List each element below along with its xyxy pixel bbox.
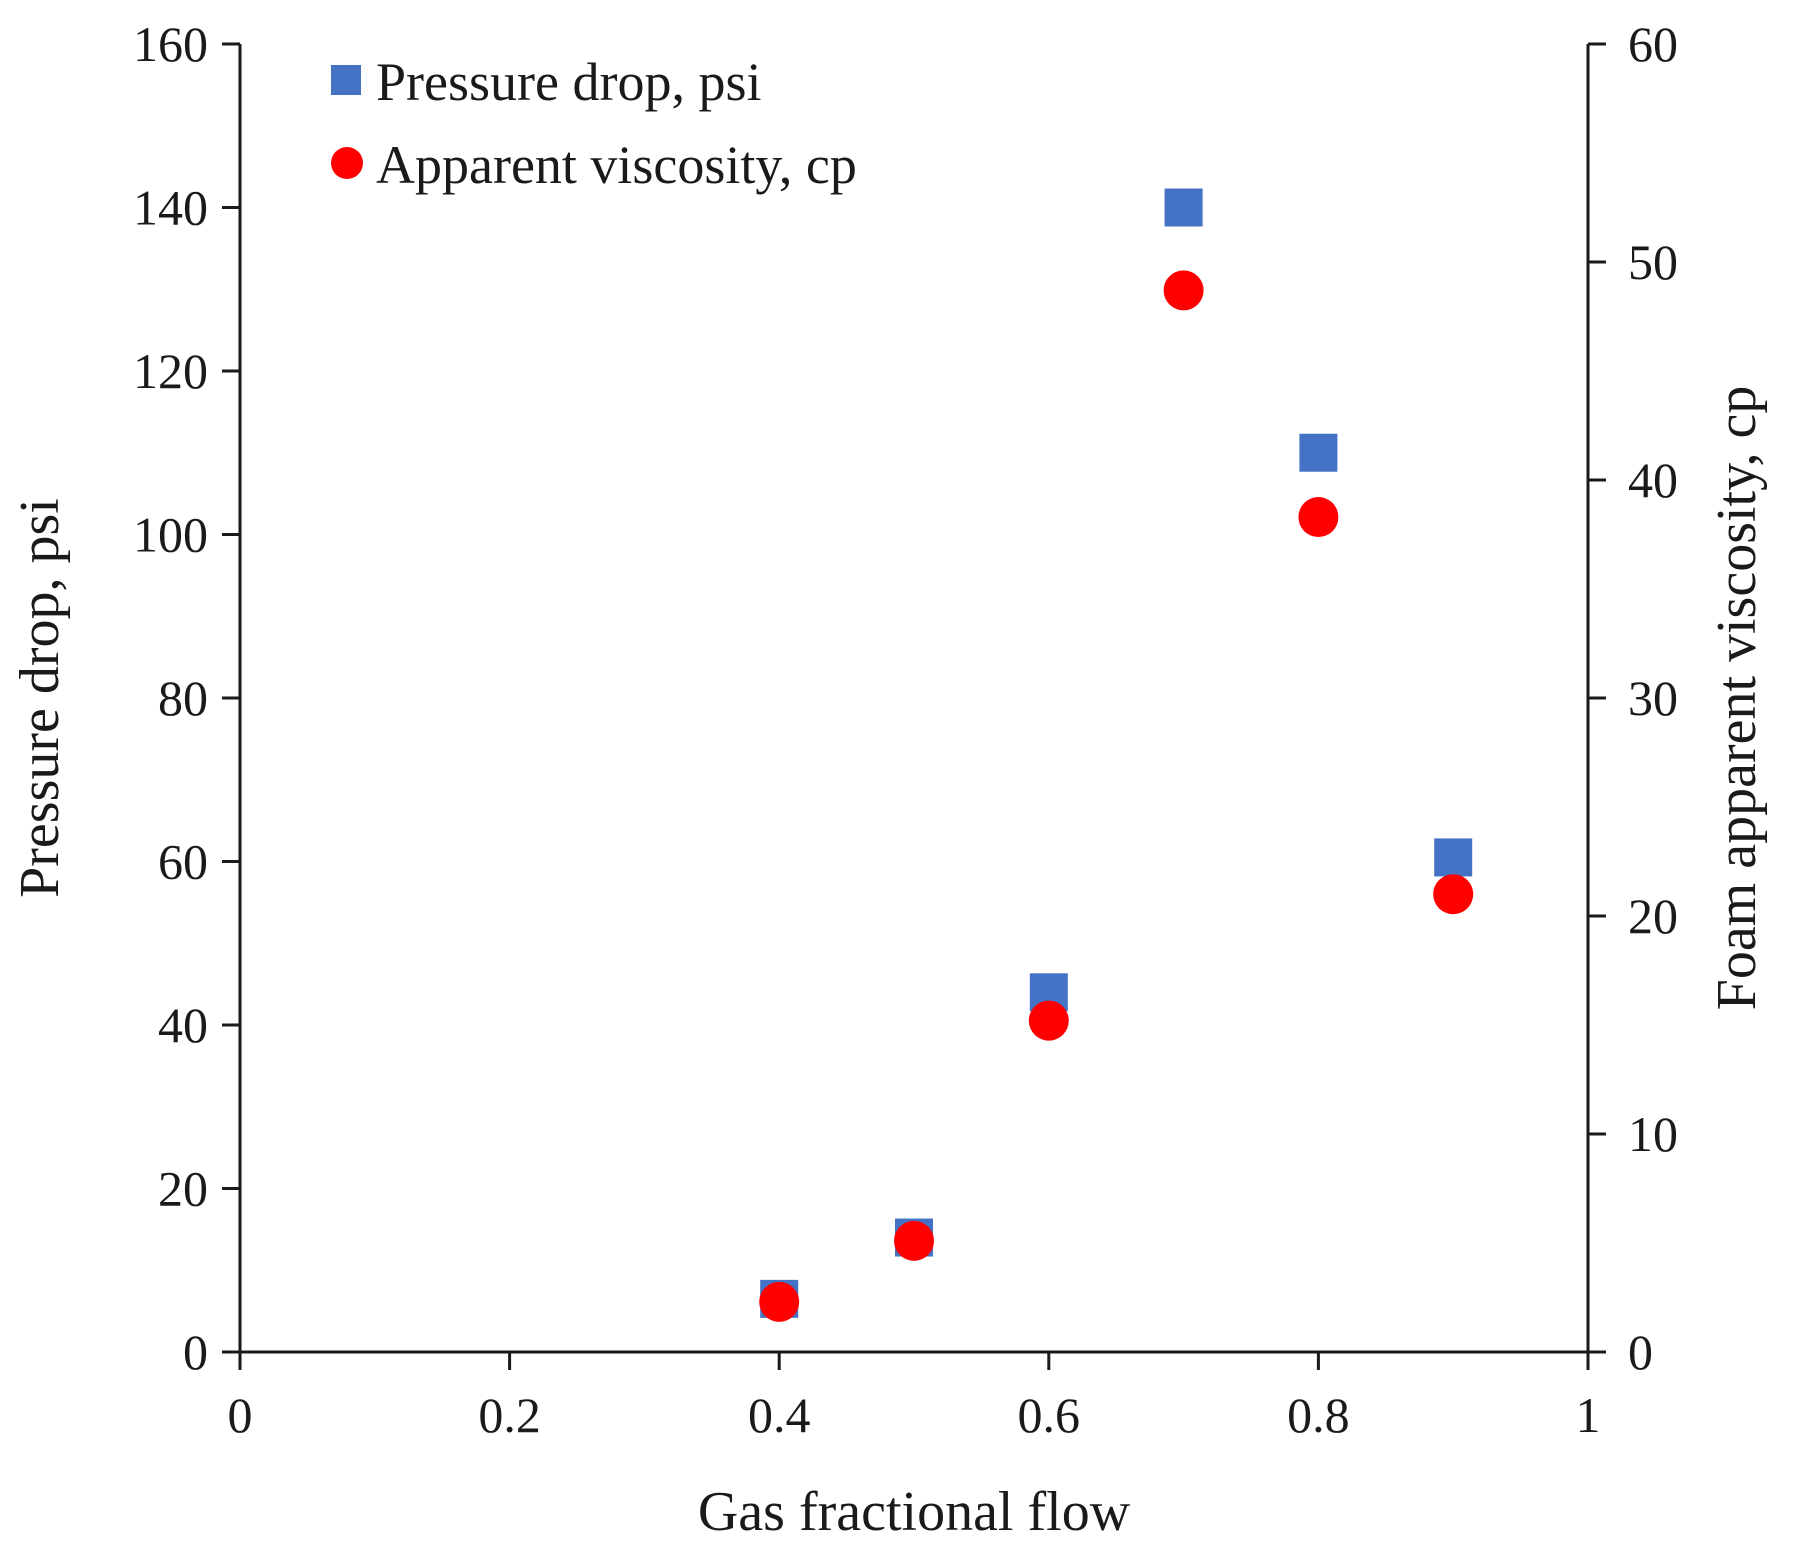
pressure-drop-point [1299,434,1337,472]
y-tick-label: 20 [158,1161,208,1217]
apparent-viscosity-point [1029,1001,1069,1041]
series-apparent-viscosity [759,270,1473,1322]
chart-figure: 0 0.2 0.4 0.6 0.8 1 0 20 40 60 80 100 120 140 160 0 10… [0,0,1795,1544]
pressure-drop-point [1434,838,1472,876]
legend-label-apparent-viscosity: Apparent viscosity, cp [376,135,857,195]
y-tick-label: 0 [183,1324,208,1380]
y2-tick-label: 50 [1628,234,1678,290]
plot-area: 0 0.2 0.4 0.6 0.8 1 0 20 40 60 80 100 120 140 160 0 10… [133,16,1678,1443]
y2-tick-label: 0 [1628,1324,1653,1380]
y-tick-label: 80 [158,670,208,726]
legend-label-pressure-drop: Pressure drop, psi [376,52,761,112]
x-tick-label: 1 [1576,1387,1601,1443]
data-series [759,189,1473,1322]
y2-tick-label: 30 [1628,670,1678,726]
y-tick-label: 100 [133,507,208,563]
y2-tick-label: 10 [1628,1106,1678,1162]
apparent-viscosity-point [1164,270,1204,310]
left-y-axis-title: Pressure drop, psi [9,498,71,898]
apparent-viscosity-point [894,1221,934,1261]
y-tick-label: 60 [158,834,208,890]
x-axis-title: Gas fractional flow [698,1481,1131,1543]
apparent-viscosity-point [1298,497,1338,537]
x-tick-label: 0.6 [1018,1387,1081,1443]
x-axis-ticks: 0 0.2 0.4 0.6 0.8 1 [228,1352,1601,1443]
x-tick-label: 0.8 [1287,1387,1350,1443]
y2-tick-label: 20 [1628,888,1678,944]
x-tick-label: 0.2 [478,1387,541,1443]
legend-square-marker-icon [331,65,361,95]
legend: Pressure drop, psi Apparent viscosity, c… [331,52,857,195]
x-tick-label: 0 [228,1387,253,1443]
y-tick-label: 140 [133,180,208,236]
apparent-viscosity-point [759,1282,799,1322]
apparent-viscosity-point [1433,874,1473,914]
y2-tick-label: 40 [1628,452,1678,508]
y-tick-label: 120 [133,343,208,399]
x-tick-label: 0.4 [748,1387,811,1443]
pressure-drop-point [1165,189,1203,227]
right-y-axis-ticks: 0 10 20 30 40 50 60 [1588,16,1678,1380]
y-tick-label: 160 [133,16,208,72]
y2-tick-label: 60 [1628,16,1678,72]
y-tick-label: 40 [158,997,208,1053]
series-pressure-drop [760,189,1472,1318]
legend-circle-marker-icon [331,147,363,179]
right-y-axis-title: Foam apparent viscosity, cp [1706,386,1768,1011]
left-y-axis-ticks: 0 20 40 60 80 100 120 140 160 [133,16,240,1380]
